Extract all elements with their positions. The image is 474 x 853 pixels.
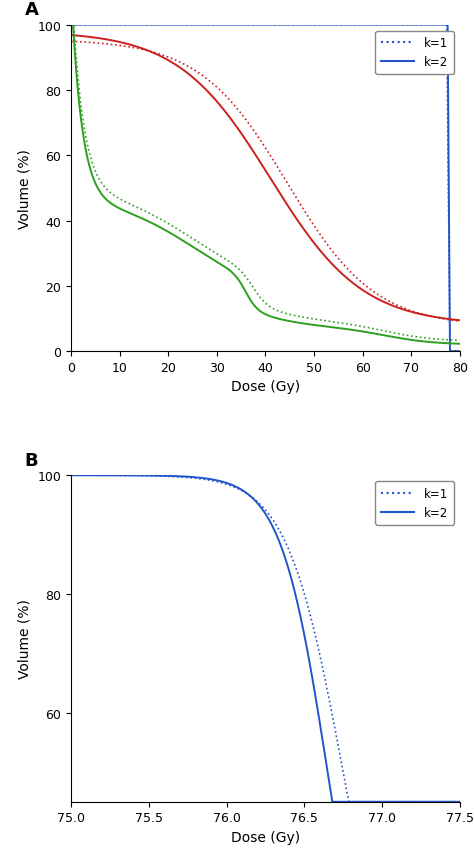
Legend: k=1, k=2: k=1, k=2 bbox=[375, 482, 454, 525]
Text: A: A bbox=[25, 1, 38, 19]
Legend: k=1, k=2: k=1, k=2 bbox=[375, 32, 454, 75]
X-axis label: Dose (Gy): Dose (Gy) bbox=[231, 830, 300, 844]
Y-axis label: Volume (%): Volume (%) bbox=[18, 148, 32, 229]
Y-axis label: Volume (%): Volume (%) bbox=[18, 599, 32, 679]
X-axis label: Dose (Gy): Dose (Gy) bbox=[231, 380, 300, 394]
Text: B: B bbox=[25, 451, 38, 469]
